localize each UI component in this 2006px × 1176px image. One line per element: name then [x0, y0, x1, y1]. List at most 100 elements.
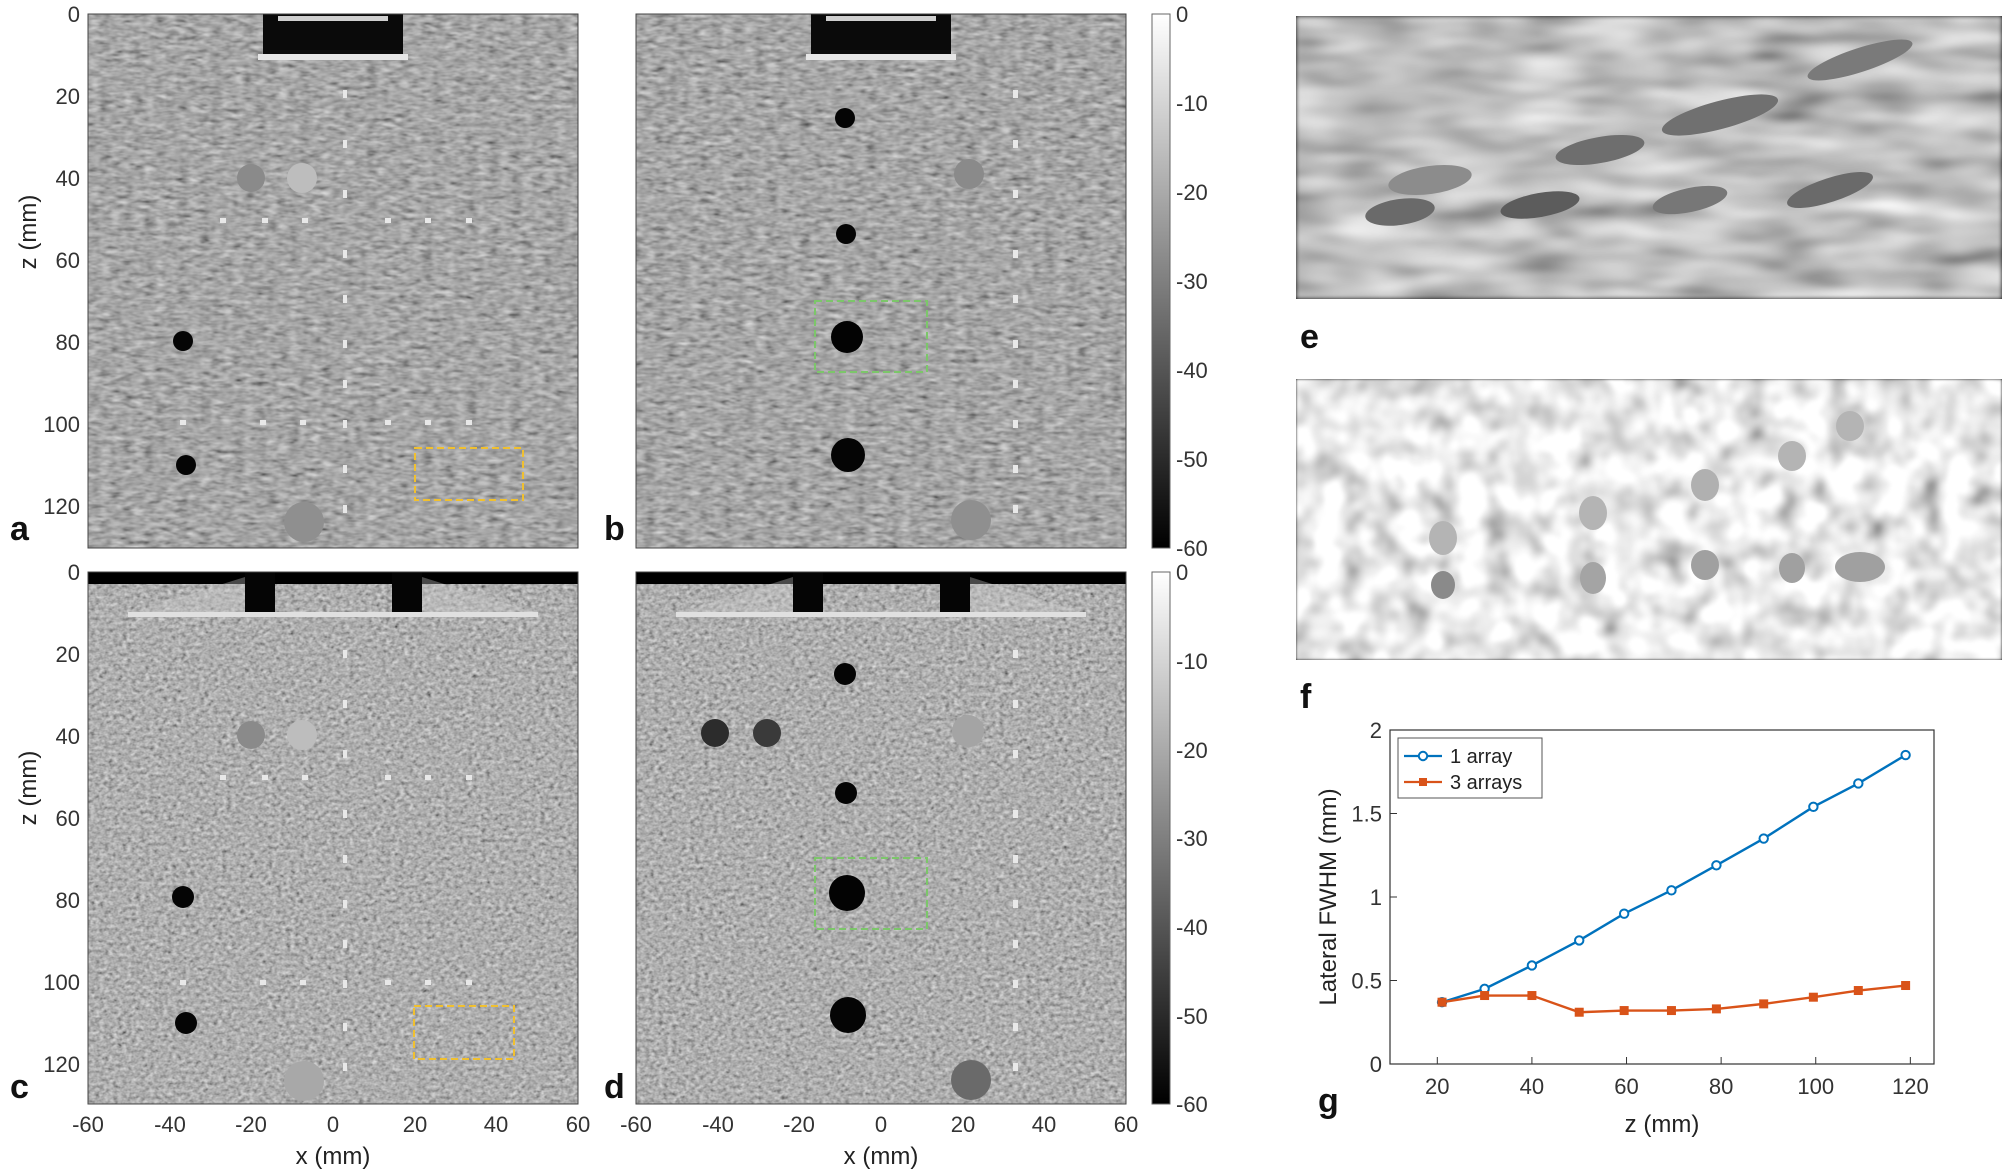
panel-d-image [636, 572, 1126, 1104]
data-point-3-arrays [1808, 992, 1818, 1002]
x-tick: 60 [1114, 1112, 1138, 1137]
x-ticks-c: -60 -40 -20 0 20 40 60 [72, 1112, 590, 1137]
panel-a-image [88, 14, 578, 548]
colorbar-tick: -30 [1176, 269, 1208, 294]
panel-label-f: f [1300, 678, 1312, 716]
panel-d-roi-box [814, 857, 928, 930]
x-tick: -60 [620, 1112, 652, 1137]
colorbar-top: 0 -10 -20 -30 -40 -50 -60 [1151, 2, 1208, 561]
data-point-1-array [1666, 885, 1677, 896]
z-ticks-bottom: 0 20 40 60 80 100 120 [43, 560, 80, 1077]
legend-marker-1-array [1417, 750, 1429, 762]
panel-b-image [636, 14, 1126, 548]
z-tick: 100 [43, 412, 80, 437]
data-point-3-arrays [1574, 1007, 1584, 1017]
z-tick: 40 [56, 724, 80, 749]
chart-x-tick-label: 120 [1892, 1074, 1929, 1099]
chart-x-tick-label: 20 [1425, 1074, 1449, 1099]
x-ticks-d: -60 -40 -20 0 20 40 60 [620, 1112, 1138, 1137]
data-point-3-arrays [1853, 986, 1863, 996]
data-point-1-array [1711, 860, 1722, 871]
x-tick: 20 [403, 1112, 427, 1137]
chart-x-tick-label: 60 [1614, 1074, 1638, 1099]
z-tick: 100 [43, 970, 80, 995]
x-tick: 40 [484, 1112, 508, 1137]
x-tick: 0 [327, 1112, 339, 1137]
chart-y-tick-label: 2 [1370, 718, 1382, 743]
legend-box [1397, 737, 1543, 799]
panel-label-g: g [1318, 1082, 1339, 1120]
chart-x-tick-label: 100 [1797, 1074, 1834, 1099]
chart-y-tick-label: 0.5 [1351, 969, 1382, 994]
panel-d-frame [635, 571, 1127, 1105]
data-point-3-arrays [1437, 997, 1447, 1007]
x-tick: 40 [1032, 1112, 1056, 1137]
legend-marker-3-arrays [1419, 778, 1427, 786]
colorbar-top-gradient [1151, 13, 1171, 549]
chart-x-axis-label: z (mm) [1625, 1111, 1700, 1138]
colorbar-tick: 0 [1176, 560, 1188, 585]
chart-legend: 1 array 3 arrays [1397, 737, 1543, 799]
data-point-1-array [1900, 749, 1911, 761]
colorbar-tick: -10 [1176, 91, 1208, 116]
chart-y-tick-label: 1 [1370, 885, 1382, 910]
chart-y-tick-label: 1.5 [1351, 802, 1382, 827]
x-tick: -60 [72, 1112, 104, 1137]
data-point-3-arrays [1527, 991, 1537, 1001]
chart-series [1436, 749, 1911, 1017]
data-point-3-arrays [1666, 1006, 1676, 1016]
panel-a-frame [87, 13, 579, 549]
colorbar-tick: -40 [1176, 358, 1208, 383]
data-point-1-array [1853, 778, 1864, 789]
z-tick: 60 [56, 806, 80, 831]
z-tick: 20 [56, 642, 80, 667]
z-ticks-top: 0 20 40 60 80 100 120 [43, 2, 80, 519]
panel-label-b: b [604, 510, 625, 548]
x-tick: -20 [783, 1112, 815, 1137]
data-point-3-arrays [1711, 1004, 1721, 1014]
colorbar-bottom: 0 -10 -20 -30 -40 -50 -60 [1151, 560, 1208, 1117]
chart-x-tick-label: 40 [1520, 1074, 1544, 1099]
colorbar-tick: -10 [1176, 649, 1208, 674]
x-tick: 20 [951, 1112, 975, 1137]
data-point-1-array [1758, 833, 1769, 844]
x-tick: 0 [875, 1112, 887, 1137]
colorbar-tick: -50 [1176, 1004, 1208, 1029]
colorbar-tick: -60 [1176, 1092, 1208, 1117]
z-tick: 0 [68, 560, 80, 585]
z-tick: 80 [56, 330, 80, 355]
colorbar-tick: -20 [1176, 180, 1208, 205]
legend-label-1-array: 1 array [1450, 746, 1512, 768]
data-point-3-arrays [1901, 981, 1911, 991]
colorbar-tick: 0 [1176, 2, 1188, 27]
z-axis-label-bottom: z (mm) [15, 751, 42, 826]
panel-label-d: d [604, 1068, 625, 1106]
panel-label-a: a [10, 510, 30, 548]
panel-c-image [88, 572, 578, 1104]
data-point-3-arrays [1759, 999, 1769, 1009]
colorbar-bottom-gradient [1151, 571, 1171, 1105]
panel-g-chart: 20 40 60 80 100 120 0 0.5 1 1.5 2 z (mm) Lateral F… [1315, 718, 1935, 1138]
z-tick: 20 [56, 84, 80, 109]
z-tick: 120 [43, 494, 80, 519]
chart-y-tick-label: 0 [1370, 1052, 1382, 1077]
panel-label-e: e [1300, 318, 1319, 356]
panel-b-roi-box [814, 300, 928, 373]
panel-f-image [1296, 379, 2002, 660]
z-tick: 0 [68, 2, 80, 27]
data-point-1-array [1574, 935, 1585, 946]
z-tick: 60 [56, 248, 80, 273]
x-axis-label-c: x (mm) [296, 1143, 371, 1170]
colorbar-tick: -50 [1176, 447, 1208, 472]
colorbar-tick: -20 [1176, 738, 1208, 763]
x-tick: -40 [154, 1112, 186, 1137]
data-point-3-arrays [1480, 991, 1490, 1001]
x-tick: -40 [702, 1112, 734, 1137]
z-tick: 80 [56, 888, 80, 913]
panel-e-image [1296, 16, 2002, 299]
data-point-3-arrays [1619, 1006, 1629, 1016]
z-axis-label-top: z (mm) [15, 195, 42, 270]
legend-label-3-arrays: 3 arrays [1450, 772, 1522, 794]
